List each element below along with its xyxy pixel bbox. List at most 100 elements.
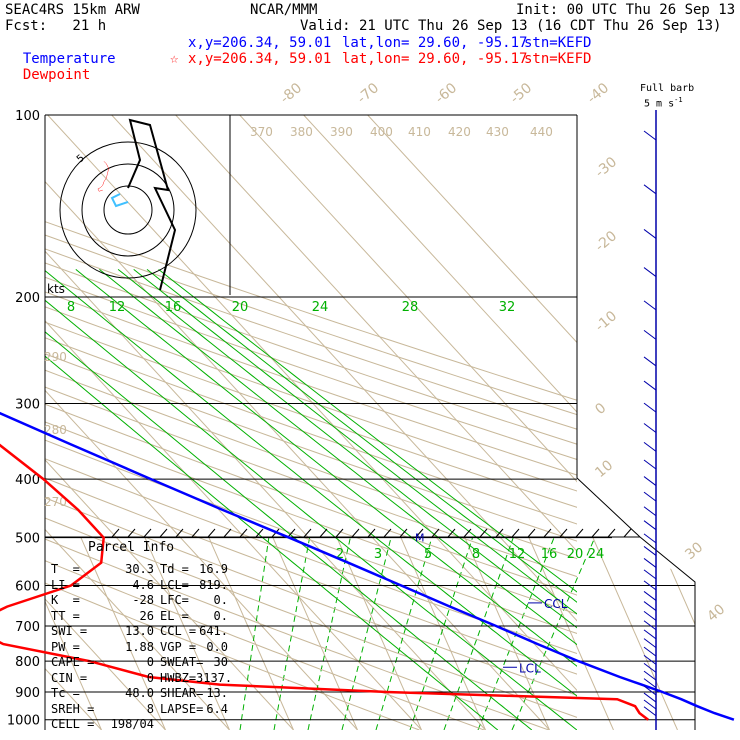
isotherm-line (119, 537, 486, 730)
theta-label: 420 (448, 125, 471, 139)
isotherm-line (45, 528, 230, 730)
valid-time: Valid: 21 UTC Thu 26 Sep 13 (16 CDT Thu … (300, 18, 722, 34)
wind-barb (643, 620, 657, 631)
parcel-level-label: LCL (519, 661, 541, 675)
wind-barb (643, 662, 657, 673)
init-time: Init: 00 UTC Thu 26 Sep 13 (516, 2, 736, 18)
parcel-param-name: TT = (51, 608, 80, 623)
wind-barb (643, 476, 657, 486)
dry-adiabat-line (45, 403, 577, 596)
moist-adiabat-line (307, 537, 351, 730)
theta-label: 290 (44, 350, 67, 364)
parcel-info-title: Parcel Info (88, 540, 175, 555)
isotherm-line (375, 537, 695, 730)
pressure-tick-label: 200 (15, 291, 40, 306)
temperature-trace (0, 411, 735, 721)
dry-adiabat-line (45, 221, 577, 401)
dry-adiabat-line (45, 262, 577, 445)
parcel-param-name: SHEAR= (160, 686, 204, 700)
pressure-tick-label: 400 (15, 473, 40, 488)
dry-adiabat-line (45, 337, 577, 525)
wind-barb (643, 601, 657, 611)
dry-adiabat-line (45, 291, 577, 476)
wind-barb (643, 130, 657, 141)
dewpoint-latlon: lat,lon= 29.60, -95.17 (342, 51, 528, 67)
parcel-param-value: 6.4 (206, 701, 228, 716)
hodograph: kts 5 (47, 115, 231, 296)
isotherm-line (45, 537, 230, 730)
isotherm-line (111, 115, 577, 622)
parcel-param-name: VGP = (160, 639, 197, 654)
dry-adiabat-line (45, 439, 577, 634)
hatch-mark (367, 528, 376, 538)
mixing-ratio-label: 3 (374, 547, 382, 562)
hodo-upper-trace (127, 118, 177, 291)
parcel-param-name: LCL= (160, 577, 189, 592)
dry-adiabat-lines (45, 221, 577, 730)
wind-barb (643, 580, 657, 591)
isotherm-line (45, 537, 358, 730)
dry-adiabat-line (45, 497, 577, 696)
parcel-param-value: 48.0 (125, 686, 154, 700)
parcel-param-value: 0. (213, 593, 228, 607)
hatch-mark (479, 528, 488, 538)
isotherm-line (239, 115, 577, 483)
hatch-mark (527, 528, 536, 538)
wind-barb (643, 654, 657, 665)
moist-adiabat-line (409, 537, 473, 730)
moist-adiabat-line (443, 537, 514, 730)
wind-barb (643, 229, 657, 239)
dewpoint-stn: stn=KEFD (524, 51, 592, 67)
dry-adiabat-line (45, 517, 577, 718)
parcel-param-name: PW = (51, 639, 80, 654)
hatch-mark (111, 528, 120, 538)
hatch-mark (159, 528, 168, 538)
theta-label: 270 (44, 495, 67, 509)
hatch-mark (223, 528, 232, 538)
temperature-xy: x,y=206.34, 59.01 (188, 35, 332, 51)
isotherm-label: 10 (592, 457, 616, 481)
isotherm-line (45, 389, 358, 730)
hatch-mark (143, 528, 152, 538)
isotherm-line (45, 598, 166, 730)
dry-adiabat-line (45, 234, 577, 416)
isotherm-label: -40 (584, 80, 612, 107)
mixing-ratio-line (75, 269, 577, 667)
hodo-ring (59, 141, 197, 279)
temperature-latlon: lat,lon= 29.60, -95.17 (342, 35, 528, 51)
hatch-mark (591, 528, 600, 538)
pressure-tick-label: 100 (15, 109, 40, 124)
hatch-mark (575, 528, 584, 538)
pressure-tick-label: 500 (15, 532, 40, 547)
dry-adiabat-line (45, 386, 577, 578)
theta-label: 370 (250, 125, 273, 139)
isotherm-line (45, 537, 166, 730)
isotherm-line (175, 115, 577, 552)
parcel-param-value: 1.88 (125, 639, 154, 654)
parcel-param-value: 641. (199, 624, 228, 638)
model-title: SEAC4RS 15km ARW (5, 2, 140, 18)
wind-barb (643, 356, 657, 367)
mixing-ratio-line (45, 269, 577, 697)
parcel-param-value: 0 (146, 670, 154, 685)
parcel-param-value: 13.0 (125, 624, 154, 638)
wind-barb (643, 646, 657, 657)
barb-legend-units-exponent: -1 (674, 96, 683, 104)
dry-adiabat-line (45, 538, 549, 730)
wind-barb (643, 459, 657, 470)
mixing-ratio-line (158, 269, 577, 593)
mixing-ratio-label: 16 (541, 547, 558, 562)
mixing-ratio-label: 12 (109, 300, 126, 315)
wind-barb (643, 546, 657, 556)
temperature-stn: stn=KEFD (524, 35, 592, 51)
isotherm-label: -20 (592, 228, 620, 255)
wind-barb (643, 491, 657, 502)
wind-barb (643, 685, 657, 696)
hatch-mark (127, 528, 136, 538)
dry-adiabat-line (45, 582, 420, 730)
wind-barb (643, 267, 657, 277)
mixing-ratio-line (146, 269, 577, 603)
parcel-param-name: EL = (160, 608, 189, 623)
hatch-mark (495, 528, 504, 538)
